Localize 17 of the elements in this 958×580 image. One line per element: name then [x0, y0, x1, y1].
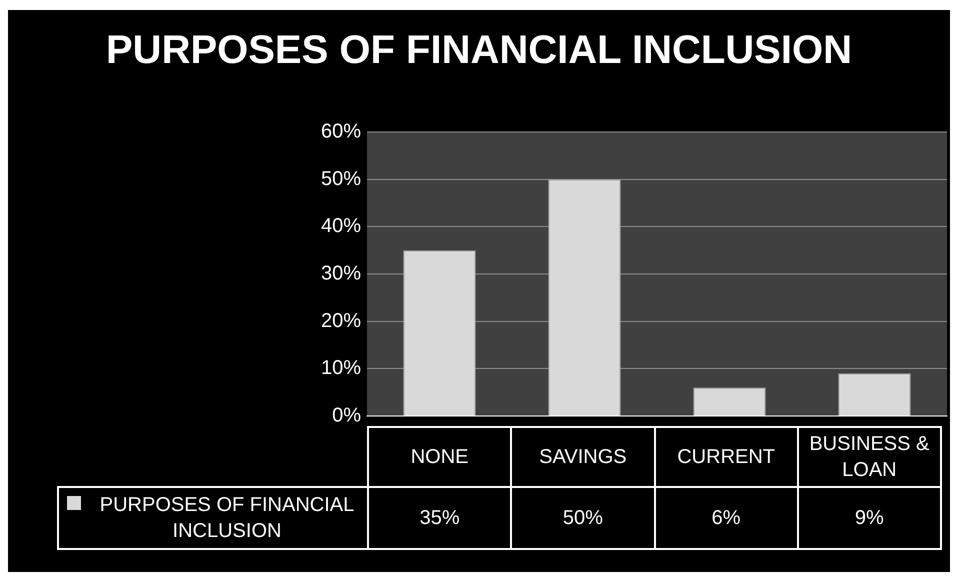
x-tick-label: NONE	[367, 426, 512, 488]
y-tick-label: 20%	[320, 310, 362, 332]
data-label: 6%	[654, 486, 799, 550]
chart-title: PURPOSES OF FINANCIAL INCLUSION	[105, 28, 853, 73]
x-tick-label: CURRENT	[654, 426, 799, 488]
data-label: 9%	[796, 486, 942, 550]
legend-label: PURPOSES OF FINANCIAL INCLUSION	[98, 493, 356, 544]
y-tick-label: 50%	[320, 168, 362, 190]
data-label: 35%	[367, 486, 512, 550]
data-label: 50%	[510, 486, 656, 550]
y-tick-label: 10%	[320, 357, 362, 380]
y-tick-label: 30%	[320, 262, 362, 285]
x-tick-label: BUSINESS & LOAN	[796, 426, 942, 488]
y-tick-label: 60%	[320, 120, 362, 143]
y-tick-label: 0%	[332, 404, 362, 427]
y-tick-label: 40%	[320, 215, 362, 238]
x-tick-label: SAVINGS	[510, 426, 656, 488]
